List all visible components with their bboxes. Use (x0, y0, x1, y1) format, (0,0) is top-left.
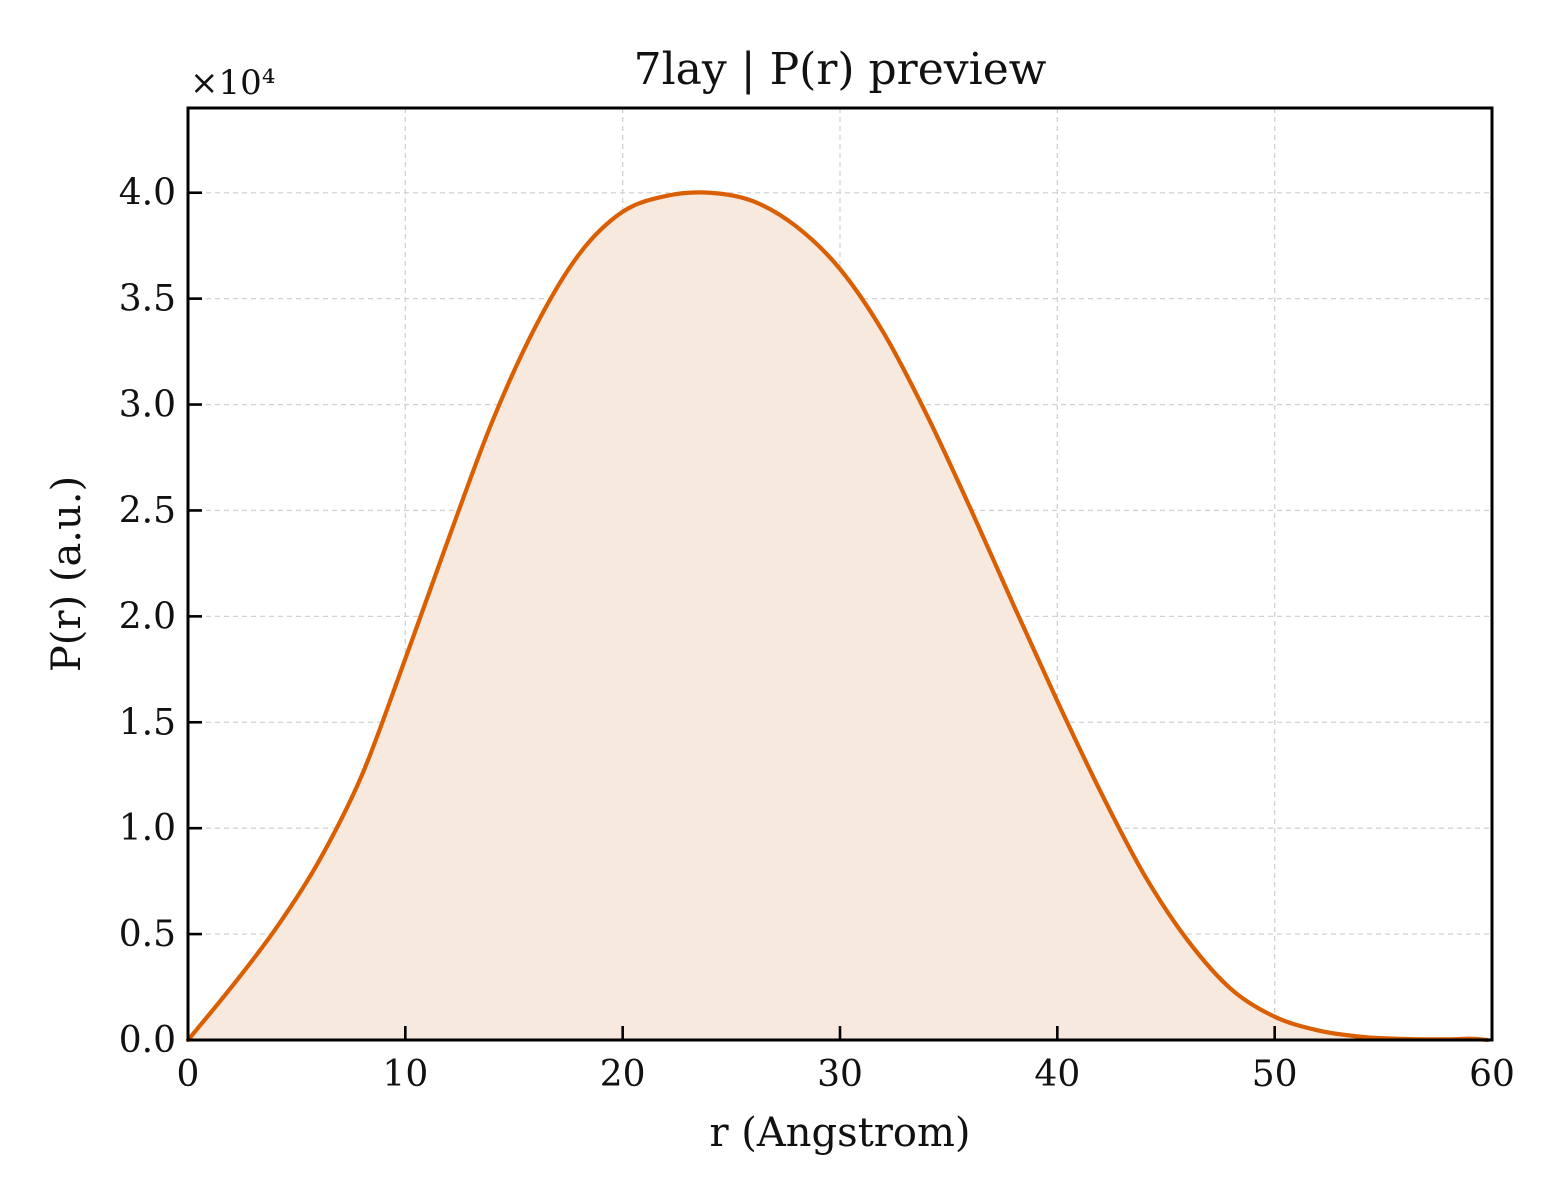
y-tick-label: 3.0 (119, 385, 176, 426)
x-tick-label: 0 (177, 1054, 200, 1095)
y-tick-label: 1.5 (119, 702, 176, 743)
y-tick-label: 3.5 (119, 279, 176, 320)
axis-ticks (186, 191, 1494, 1042)
y-tick-label: 4.0 (119, 173, 176, 214)
series-line (185, 190, 1490, 1043)
x-tick-label: 10 (382, 1054, 428, 1095)
y-tick-label: 0.0 (119, 1020, 176, 1061)
x-tick-label: 50 (1252, 1054, 1298, 1095)
y-offset-label: ×10⁴ (190, 63, 275, 103)
x-axis-label: r (Angstrom) (709, 1110, 970, 1156)
x-tick-label: 60 (1469, 1054, 1515, 1095)
y-tick-label: 1.0 (119, 808, 176, 849)
x-tick-label: 30 (817, 1054, 863, 1095)
chart-title: 7lay | P(r) preview (634, 44, 1047, 95)
y-axis-label: P(r) (a.u.) (44, 476, 90, 672)
y-tick-label: 0.5 (119, 914, 176, 955)
x-tick-label: 20 (600, 1054, 646, 1095)
x-tick-label: 40 (1034, 1054, 1080, 1095)
y-tick-label: 2.0 (119, 596, 176, 637)
area-fill (188, 192, 1488, 1040)
y-tick-label: 2.5 (119, 490, 176, 531)
